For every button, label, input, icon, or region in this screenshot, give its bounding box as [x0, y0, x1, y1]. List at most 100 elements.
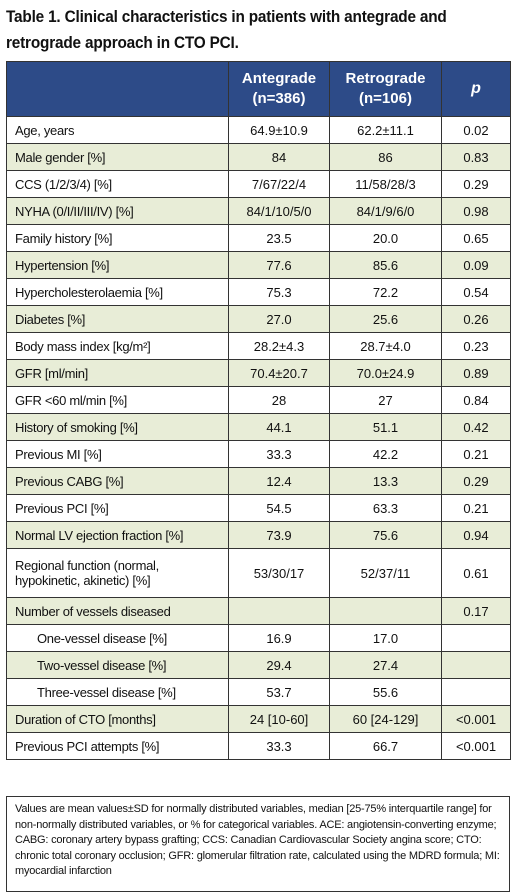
table-footnote: Values are mean values±SD for normally d… [6, 796, 510, 892]
table-row: Two-vessel disease [%] 29.4 27.4 [6, 651, 511, 679]
retrograde-value: 66.7 [329, 732, 442, 760]
table-row: Hypercholesterolaemia [%] 75.3 72.2 0.54 [6, 278, 511, 306]
table-row: Body mass index [kg/m²] 28.2±4.3 28.7±4.0 0… [6, 332, 511, 360]
antegrade-value: 16.9 [228, 624, 330, 652]
antegrade-value: 33.3 [228, 732, 330, 760]
retrograde-value: 70.0±24.9 [329, 359, 442, 387]
p-value: 0.65 [441, 224, 511, 252]
row-label: Two-vessel disease [%] [6, 651, 229, 679]
p-value: 0.98 [441, 197, 511, 225]
row-label: Body mass index [kg/m²] [6, 332, 229, 360]
retrograde-value: 63.3 [329, 494, 442, 522]
row-label: Duration of CTO [months] [6, 705, 229, 733]
table-row: Previous CABG [%] 12.4 13.3 0.29 [6, 467, 511, 495]
retrograde-value: 17.0 [329, 624, 442, 652]
table-row: Normal LV ejection fraction [%] 73.9 75.6 0… [6, 521, 511, 549]
row-label: Family history [%] [6, 224, 229, 252]
antegrade-value: 23.5 [228, 224, 330, 252]
header-characteristic [6, 61, 229, 117]
header-antegrade-n: (n=386) [252, 90, 306, 107]
retrograde-value: 42.2 [329, 440, 442, 468]
retrograde-value: 60 [24-129] [329, 705, 442, 733]
retrograde-value: 11/58/28/3 [329, 170, 442, 198]
retrograde-value: 13.3 [329, 467, 442, 495]
table-row: History of smoking [%] 44.1 51.1 0.42 [6, 413, 511, 441]
table-row: Previous MI [%] 33.3 42.2 0.21 [6, 440, 511, 468]
retrograde-value [329, 597, 442, 625]
p-value: <0.001 [441, 705, 511, 733]
table-row: GFR [ml/min] 70.4±20.7 70.0±24.9 0.89 [6, 359, 511, 387]
table-row: Number of vessels diseased 0.17 [6, 597, 511, 625]
retrograde-value: 55.6 [329, 678, 442, 706]
row-label: Previous PCI [%] [6, 494, 229, 522]
table-row: Male gender [%] 84 86 0.83 [6, 143, 511, 171]
p-value: 0.23 [441, 332, 511, 360]
antegrade-value: 28.2±4.3 [228, 332, 330, 360]
table-row: Age, years 64.9±10.9 62.2±11.1 0.02 [6, 116, 511, 144]
antegrade-value: 54.5 [228, 494, 330, 522]
retrograde-value: 27.4 [329, 651, 442, 679]
p-value: 0.21 [441, 440, 511, 468]
p-value: 0.42 [441, 413, 511, 441]
p-value: 0.29 [441, 467, 511, 495]
antegrade-value: 75.3 [228, 278, 330, 306]
table-row: CCS (1/2/3/4) [%] 7/67/22/4 11/58/28/3 0.29 [6, 170, 511, 198]
retrograde-value: 62.2±11.1 [329, 116, 442, 144]
p-value [441, 624, 511, 652]
row-label: Diabetes [%] [6, 305, 229, 333]
row-label: One-vessel disease [%] [6, 624, 229, 652]
p-value [441, 678, 511, 706]
header-retrograde-label: Retrograde [345, 70, 426, 87]
row-label: History of smoking [%] [6, 413, 229, 441]
table-row: GFR <60 ml/min [%] 28 27 0.84 [6, 386, 511, 414]
antegrade-value: 29.4 [228, 651, 330, 679]
antegrade-value: 70.4±20.7 [228, 359, 330, 387]
p-value: 0.21 [441, 494, 511, 522]
p-value [441, 651, 511, 679]
row-label: Regional function (normal, hypokinetic, … [6, 548, 229, 598]
row-label: CCS (1/2/3/4) [%] [6, 170, 229, 198]
row-label: NYHA (0/I/II/III/IV) [%] [6, 197, 229, 225]
table-row: One-vessel disease [%] 16.9 17.0 [6, 624, 511, 652]
retrograde-value: 27 [329, 386, 442, 414]
p-value: 0.09 [441, 251, 511, 279]
retrograde-value: 86 [329, 143, 442, 171]
table-row: Hypertension [%] 77.6 85.6 0.09 [6, 251, 511, 279]
antegrade-value: 53/30/17 [228, 548, 330, 598]
antegrade-value: 27.0 [228, 305, 330, 333]
header-antegrade: Antegrade (n=386) [228, 61, 330, 117]
p-value: 0.84 [441, 386, 511, 414]
header-row: Antegrade (n=386) Retrograde (n=106) p [6, 61, 511, 117]
table-row: NYHA (0/I/II/III/IV) [%] 84/1/10/5/0 84/1/… [6, 197, 511, 225]
table-row: Regional function (normal, hypokinetic, … [6, 548, 511, 598]
row-label: Male gender [%] [6, 143, 229, 171]
row-label: Previous CABG [%] [6, 467, 229, 495]
antegrade-value: 84/1/10/5/0 [228, 197, 330, 225]
header-antegrade-label: Antegrade [241, 70, 317, 87]
p-value: <0.001 [441, 732, 511, 760]
row-label: GFR [ml/min] [6, 359, 229, 387]
retrograde-value: 84/1/9/6/0 [329, 197, 442, 225]
header-retrograde: Retrograde (n=106) [329, 61, 442, 117]
antegrade-value [228, 597, 330, 625]
retrograde-value: 51.1 [329, 413, 442, 441]
header-p-value: p [441, 61, 511, 117]
antegrade-value: 24 [10-60] [228, 705, 330, 733]
retrograde-value: 85.6 [329, 251, 442, 279]
p-value: 0.26 [441, 305, 511, 333]
p-value: 0.54 [441, 278, 511, 306]
p-value: 0.61 [441, 548, 511, 598]
table-row: Previous PCI [%] 54.5 63.3 0.21 [6, 494, 511, 522]
row-label: Number of vessels diseased [6, 597, 229, 625]
p-value: 0.02 [441, 116, 511, 144]
row-label: GFR <60 ml/min [%] [6, 386, 229, 414]
antegrade-value: 77.6 [228, 251, 330, 279]
row-label: Normal LV ejection fraction [%] [6, 521, 229, 549]
retrograde-value: 52/37/11 [329, 548, 442, 598]
antegrade-value: 84 [228, 143, 330, 171]
antegrade-value: 53.7 [228, 678, 330, 706]
row-label: Three-vessel disease [%] [6, 678, 229, 706]
antegrade-value: 12.4 [228, 467, 330, 495]
header-retrograde-n: (n=106) [359, 90, 412, 107]
row-label: Previous PCI attempts [%] [6, 732, 229, 760]
